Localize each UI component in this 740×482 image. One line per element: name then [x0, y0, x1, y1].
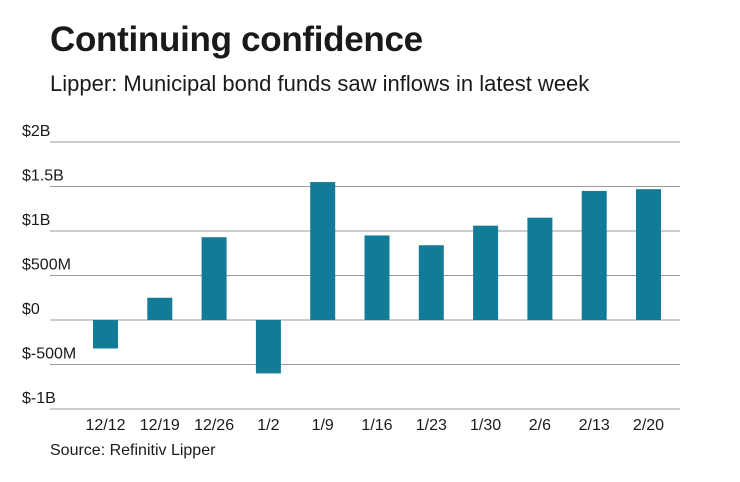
y-axis-labels: $2B $1.5B $1B $500M $0 $-500M $-1B [22, 123, 76, 407]
x-tick-label: 1/23 [416, 417, 447, 434]
bar [201, 237, 227, 320]
bar [255, 320, 281, 374]
chart-subtitle: Lipper: Municipal bond funds saw inflows… [50, 71, 590, 96]
y-tick-label: $-500M [22, 346, 76, 363]
y-tick-label: $2B [22, 123, 50, 140]
x-tick-label: 12/12 [85, 417, 125, 434]
bar [364, 235, 390, 320]
source-note: Source: Refinitiv Lipper [50, 442, 216, 459]
x-tick-label: 1/2 [257, 417, 279, 434]
x-tick-label: 12/26 [194, 417, 234, 434]
y-tick-label: $-1B [22, 390, 56, 407]
y-tick-label: $500M [22, 257, 71, 274]
bar [636, 189, 661, 320]
bar [418, 245, 444, 320]
bar [473, 225, 499, 320]
y-tick-label: $1B [22, 212, 50, 229]
x-tick-label: 12/19 [140, 417, 180, 434]
x-tick-label: 1/9 [312, 417, 334, 434]
bar [310, 182, 336, 320]
x-tick-label: 1/16 [361, 417, 392, 434]
x-tick-label: 2/13 [579, 417, 610, 434]
bar [527, 217, 553, 320]
y-tick-label: $1.5B [22, 168, 64, 185]
x-tick-label: 2/20 [633, 417, 664, 434]
x-tick-label: 2/6 [529, 417, 551, 434]
y-tick-label: $0 [22, 301, 40, 318]
x-tick-label: 1/30 [470, 417, 501, 434]
bar [581, 190, 607, 320]
bars [93, 182, 661, 374]
bar [93, 320, 118, 349]
bar [147, 297, 173, 320]
chart-title: Continuing confidence [50, 20, 423, 59]
x-axis-labels: 12/12 12/19 12/26 1/2 1/9 1/16 1/23 1/30 2/6 2/13… [85, 417, 664, 434]
